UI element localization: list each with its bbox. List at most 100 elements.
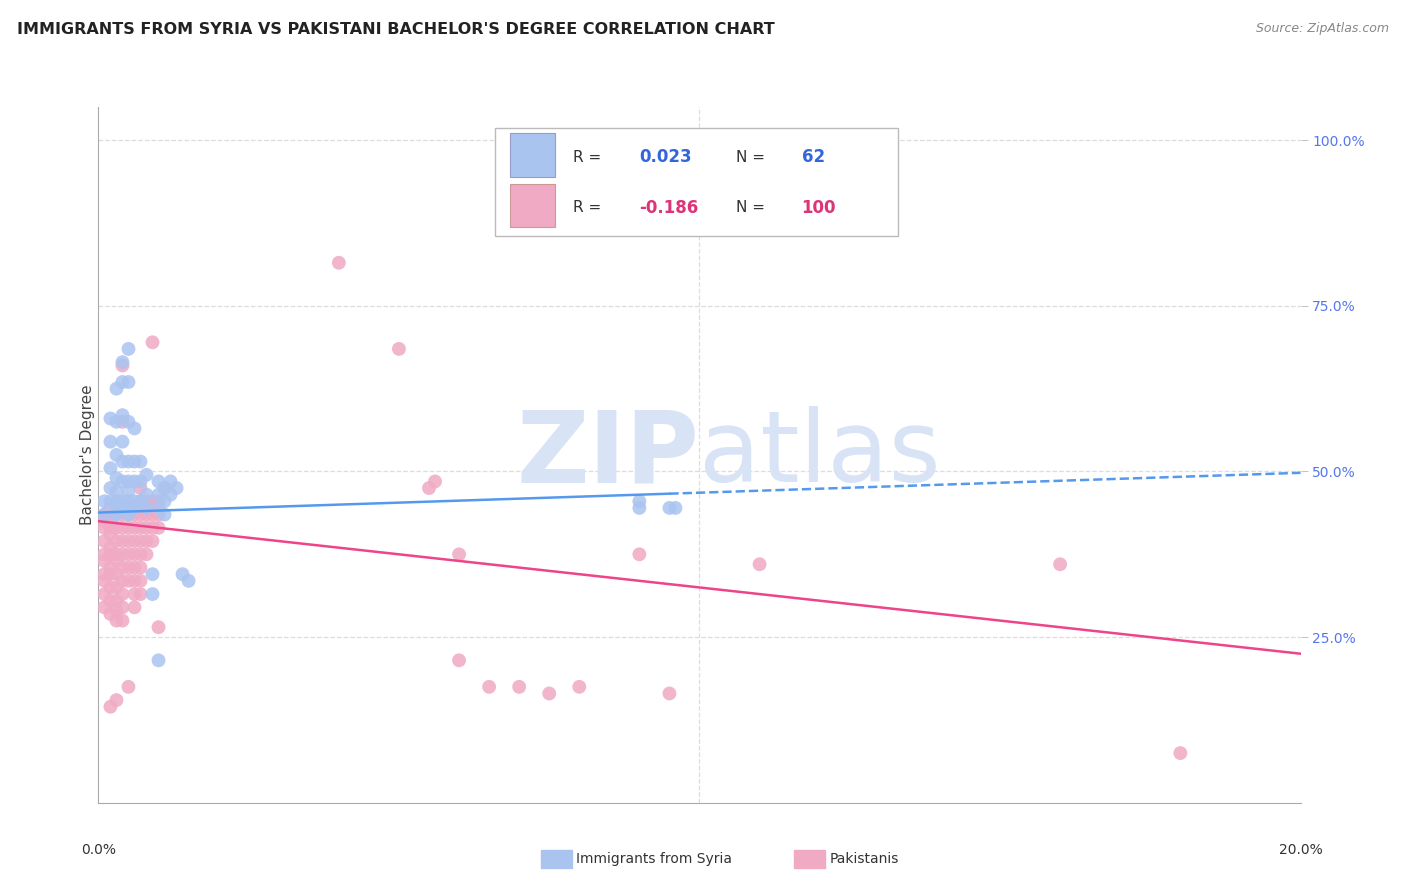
Point (111, 547, 134, 561)
Point (148, 653, 170, 667)
Point (111, 475, 134, 489)
Point (100, 434, 122, 449)
Point (105, 494, 128, 508)
Point (105, 567, 128, 582)
Point (93, 514, 115, 528)
Point (117, 484, 139, 499)
Point (111, 560, 134, 574)
Point (111, 359, 134, 373)
Point (111, 587, 134, 601)
Point (124, 454, 146, 468)
Point (141, 494, 163, 508)
Text: atlas: atlas (699, 407, 941, 503)
Point (124, 494, 146, 508)
Point (117, 494, 139, 508)
Point (105, 508, 128, 522)
Point (124, 587, 146, 601)
Point (105, 693, 128, 707)
Text: IMMIGRANTS FROM SYRIA VS PAKISTANI BACHELOR'S DEGREE CORRELATION CHART: IMMIGRANTS FROM SYRIA VS PAKISTANI BACHE… (17, 22, 775, 37)
Point (105, 508, 128, 522)
Point (111, 500, 134, 515)
Point (105, 604, 128, 618)
Point (447, 653, 470, 667)
Point (117, 574, 139, 588)
Text: Source: ZipAtlas.com: Source: ZipAtlas.com (1256, 22, 1389, 36)
Point (129, 508, 152, 522)
Point (117, 680, 139, 694)
Point (148, 500, 170, 515)
Point (129, 494, 152, 508)
Point (111, 534, 134, 549)
Point (105, 547, 128, 561)
Point (135, 521, 157, 535)
Point (159, 488, 181, 502)
FancyBboxPatch shape (509, 134, 555, 177)
Point (105, 471, 128, 485)
Point (141, 521, 163, 535)
Point (93, 600, 115, 615)
Point (129, 534, 152, 549)
Point (100, 481, 122, 495)
Point (111, 454, 134, 468)
Point (628, 500, 651, 515)
Point (135, 494, 157, 508)
Point (100, 567, 122, 582)
Point (105, 554, 128, 568)
Point (93, 508, 115, 522)
Point (111, 574, 134, 588)
Text: N =: N = (735, 150, 769, 165)
Point (117, 375, 139, 389)
Point (100, 521, 122, 535)
Point (141, 587, 163, 601)
Point (153, 481, 176, 495)
Point (129, 494, 152, 508)
Point (105, 500, 128, 515)
Point (148, 620, 170, 634)
Point (111, 355, 134, 369)
Point (117, 508, 139, 522)
Point (111, 494, 134, 508)
Point (153, 481, 176, 495)
Text: 0.023: 0.023 (640, 148, 692, 166)
Point (478, 680, 501, 694)
Point (105, 448, 128, 462)
Point (124, 500, 146, 515)
Point (100, 607, 122, 621)
Point (148, 494, 170, 508)
Point (117, 547, 139, 561)
Point (148, 475, 170, 489)
Point (135, 508, 157, 522)
Point (129, 481, 152, 495)
Text: Immigrants from Syria: Immigrants from Syria (576, 852, 733, 866)
Point (628, 547, 651, 561)
Point (135, 547, 157, 561)
Point (135, 488, 157, 502)
Text: 100: 100 (801, 199, 837, 217)
Point (117, 534, 139, 549)
Point (111, 600, 134, 615)
Point (100, 461, 122, 475)
Point (423, 475, 446, 489)
Point (111, 521, 134, 535)
Point (100, 541, 122, 555)
Point (100, 593, 122, 607)
Point (172, 567, 194, 582)
Text: ZIP: ZIP (516, 407, 699, 503)
Text: N =: N = (735, 201, 769, 216)
Point (748, 558, 770, 572)
Point (100, 699, 122, 714)
Point (93, 567, 115, 582)
Point (129, 560, 152, 574)
Point (117, 494, 139, 508)
Point (328, 256, 350, 270)
Point (129, 587, 152, 601)
Point (93, 547, 115, 561)
Point (141, 567, 163, 582)
Point (100, 560, 122, 574)
Text: 20.0%: 20.0% (1278, 843, 1323, 857)
Point (100, 581, 122, 595)
Point (148, 508, 170, 522)
Point (117, 500, 139, 515)
Point (1049, 558, 1071, 572)
Point (105, 521, 128, 535)
